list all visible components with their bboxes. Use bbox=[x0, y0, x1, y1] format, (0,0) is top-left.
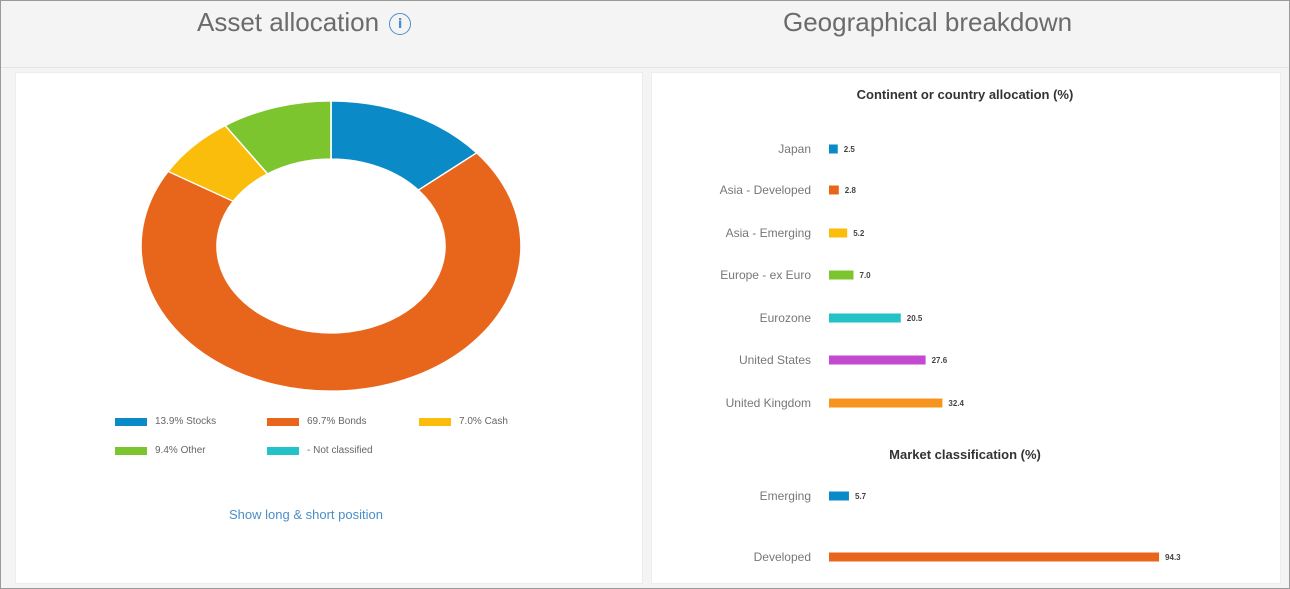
header-divider bbox=[1, 67, 1289, 68]
bar-united-kingdom[interactable] bbox=[829, 398, 943, 408]
bar-value-label: 2.5 bbox=[844, 145, 856, 154]
donut-slice-bonds[interactable] bbox=[141, 152, 521, 391]
legend-swatch bbox=[267, 418, 299, 426]
bar-category-label: Europe - ex Euro bbox=[720, 268, 811, 282]
asset-allocation-heading: Asset allocation i bbox=[197, 5, 412, 39]
bar-europe-ex-euro[interactable] bbox=[829, 270, 854, 280]
bar-category-label: Asia - Emerging bbox=[726, 226, 811, 240]
bar-value-label: 32.4 bbox=[948, 399, 964, 408]
bar-value-label: 27.6 bbox=[932, 356, 948, 365]
bar-value-label: 20.5 bbox=[907, 314, 923, 323]
geographical-bar-charts: Continent or country allocation (%) Japan… bbox=[720, 87, 1182, 564]
bar-value-label: 2.8 bbox=[845, 186, 857, 195]
bar-category-label: United States bbox=[739, 353, 811, 367]
asset-allocation-donut-chart bbox=[141, 101, 521, 391]
legend-label: 9.4% Other bbox=[155, 445, 206, 456]
donut-slice-other[interactable] bbox=[224, 101, 332, 175]
bar-chart-title-1: Continent or country allocation (%) bbox=[857, 87, 1074, 102]
asset-allocation-title: Asset allocation bbox=[197, 7, 380, 37]
legend-swatch bbox=[115, 418, 147, 426]
bar-category-label: Japan bbox=[778, 142, 811, 156]
bar-category-label: Emerging bbox=[760, 489, 811, 503]
bar-chart-title-2: Market classification (%) bbox=[889, 447, 1041, 462]
show-long-short-position-link[interactable]: Show long & short position bbox=[229, 507, 383, 522]
legend-swatch bbox=[267, 447, 299, 455]
bar-asia-emerging[interactable] bbox=[829, 228, 848, 238]
bar-category-label: Developed bbox=[754, 550, 811, 564]
bar-value-label: 7.0 bbox=[860, 271, 872, 280]
bar-value-label: 5.7 bbox=[855, 492, 867, 501]
geographical-breakdown-panel bbox=[651, 72, 1281, 584]
geographical-breakdown-heading: Geographical breakdown bbox=[783, 7, 1073, 37]
bar-value-label: 94.3 bbox=[1165, 553, 1181, 562]
bar-category-label: Eurozone bbox=[760, 311, 812, 325]
legend-swatch bbox=[419, 418, 451, 426]
legend-label: 7.0% Cash bbox=[459, 416, 508, 427]
bar-asia-developed[interactable] bbox=[829, 185, 839, 195]
bar-eurozone[interactable] bbox=[829, 313, 901, 323]
bar-category-label: Asia - Developed bbox=[720, 183, 811, 197]
legend-label: 69.7% Bonds bbox=[307, 416, 367, 427]
bar-developed[interactable] bbox=[829, 552, 1160, 562]
bar-japan[interactable] bbox=[829, 144, 838, 154]
bar-value-label: 5.2 bbox=[853, 229, 865, 238]
legend-swatch bbox=[115, 447, 147, 455]
legend-label: 13.9% Stocks bbox=[155, 416, 217, 427]
bar-emerging[interactable] bbox=[829, 491, 849, 501]
bar-united-states[interactable] bbox=[829, 355, 926, 365]
info-icon[interactable]: i bbox=[389, 13, 412, 35]
bar-category-label: United Kingdom bbox=[726, 396, 811, 410]
legend-label: - Not classified bbox=[307, 445, 373, 456]
